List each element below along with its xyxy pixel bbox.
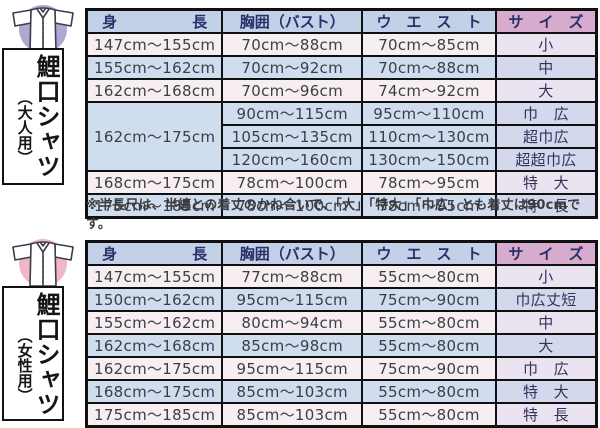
table-row: 155cm～162cm 70cm～92cm 70cm～88cm 中 xyxy=(85,55,598,80)
adult-size-table: 身 長 胸囲（バスト） ウ エ ス ト サ イ ズ 147cm～155cm 70c… xyxy=(85,8,598,219)
height-cell: 175cm～185cm xyxy=(85,193,224,219)
size-cell: 巾 広 xyxy=(494,356,598,381)
height-cell: 162cm～175cm xyxy=(85,356,224,381)
bust-cell: 77cm～88cm xyxy=(221,264,364,289)
height-cell: 155cm～162cm xyxy=(85,55,224,80)
waist-cell: 55cm～80cm xyxy=(361,379,497,404)
bust-cell: 78cm～100cm xyxy=(221,170,364,195)
size-cell: 大 xyxy=(494,333,598,358)
size-cell: 特 長 xyxy=(494,193,598,219)
product-subtitle: （女性用） xyxy=(15,328,34,403)
table-row: 147cm～155cm 70cm～88cm 70cm～85cm 小 xyxy=(85,32,598,57)
bust-cell: 70cm～96cm xyxy=(221,78,364,103)
size-cell: 超超巾広 xyxy=(494,147,598,172)
height-header: 身 長 xyxy=(85,240,224,266)
bust-cell: 95cm～115cm xyxy=(221,287,364,312)
height-cell: 168cm～175cm xyxy=(85,379,224,404)
table-row: 120cm～160cm 130cm～150cm 超超巾広 xyxy=(87,147,598,172)
bust-cell: 85cm～103cm xyxy=(221,402,364,428)
size-cell: 特 長 xyxy=(494,402,598,428)
height-cell: 147cm～155cm xyxy=(85,32,224,57)
waist-cell: 130cm～150cm xyxy=(361,147,497,172)
waist-cell: 55cm～80cm xyxy=(361,333,497,358)
table-row: 150cm～162cm 95cm～115cm 75cm～90cm 巾広丈短 xyxy=(85,287,598,312)
size-cell: 小 xyxy=(494,264,598,289)
height-header: 身 長 xyxy=(85,8,224,34)
table-row: 162cm～175cm 95cm～115cm 75cm～90cm 巾 広 xyxy=(85,356,598,381)
size-cell: 巾広丈短 xyxy=(494,287,598,312)
size-cell: 特 大 xyxy=(494,379,598,404)
koiguchi-shirt-icon xyxy=(9,2,79,58)
size-header: サ イ ズ xyxy=(494,8,598,34)
shirt-graphic xyxy=(12,5,74,53)
table-row: 162cm～168cm 70cm～96cm 74cm～92cm 大 xyxy=(85,78,598,103)
waist-cell: 70cm～88cm xyxy=(361,55,497,80)
height-cell: 162cm～175cm xyxy=(85,101,224,172)
waist-cell: 78cm～95cm xyxy=(361,170,497,195)
waist-header: ウ エ ス ト xyxy=(361,8,497,34)
bust-header: 胸囲（バスト） xyxy=(221,8,364,34)
koiguchi-shirt-icon xyxy=(9,236,79,292)
waist-cell: 110cm～130cm xyxy=(361,124,497,149)
height-cell: 175cm～185cm xyxy=(85,402,224,428)
waist-cell: 55cm～80cm xyxy=(361,310,497,335)
height-cell: 155cm～162cm xyxy=(85,310,224,335)
height-cell: 168cm～175cm xyxy=(85,170,224,195)
table-row: 162cm～175cm 90cm～115cm 95cm～110cm 巾 広 xyxy=(85,101,598,172)
women-size-table: 身 長 胸囲（バスト） ウ エ ス ト サ イ ズ 147cm～155cm 77c… xyxy=(85,240,598,428)
waist-cell: 55cm～80cm xyxy=(361,264,497,289)
table-row: 168cm～175cm 78cm～100cm 78cm～95cm 特 大 xyxy=(85,170,598,195)
height-cell: 150cm～162cm xyxy=(85,287,224,312)
waist-cell: 74cm～92cm xyxy=(361,78,497,103)
waist-cell: 78cm～95cm xyxy=(361,193,497,219)
bust-cell: 70cm～92cm xyxy=(221,55,364,80)
table-row: 162cm～168cm 85cm～98cm 55cm～80cm 大 xyxy=(85,333,598,358)
bust-cell: 70cm～88cm xyxy=(221,32,364,57)
size-cell: 特 大 xyxy=(494,170,598,195)
header-row: 身 長 胸囲（バスト） ウ エ ス ト サ イ ズ xyxy=(85,240,598,266)
bust-cell: 120cm～160cm xyxy=(221,147,364,172)
height-cell: 147cm～155cm xyxy=(85,264,224,289)
product-title: 鯉口シャツ xyxy=(32,54,60,179)
bust-cell: 90cm～115cm xyxy=(221,101,364,126)
bust-cell: 78cm～100cm xyxy=(221,193,364,219)
bust-cell: 85cm～103cm xyxy=(221,379,364,404)
table-row: 105cm～135cm 110cm～130cm 超巾広 xyxy=(87,124,598,149)
bust-cell: 80cm～94cm xyxy=(221,310,364,335)
waist-cell: 75cm～90cm xyxy=(361,287,497,312)
table-row: 155cm～162cm 80cm～94cm 55cm～80cm 中 xyxy=(85,310,598,335)
table-row: 168cm～175cm 85cm～103cm 55cm～80cm 特 大 xyxy=(85,379,598,404)
size-cell: 超巾広 xyxy=(494,124,598,149)
waist-cell: 75cm～90cm xyxy=(361,356,497,381)
bust-cell: 85cm～98cm xyxy=(221,333,364,358)
footnote: ※半長尺は、半纏との着丈のかね合いで、「大」「特大」「巾広」とも着丈は90cmで… xyxy=(86,198,581,232)
size-cell: 巾 広 xyxy=(494,101,598,126)
product-label-women: 鯉口シャツ （女性用） xyxy=(2,286,64,421)
header-row: 身 長 胸囲（バスト） ウ エ ス ト サ イ ズ xyxy=(85,8,598,34)
size-cell: 中 xyxy=(494,55,598,80)
table-row: 175cm～185cm 78cm～100cm 78cm～95cm 特 長 xyxy=(85,193,598,219)
size-header: サ イ ズ xyxy=(494,240,598,266)
table-row: 175cm～185cm 85cm～103cm 55cm～80cm 特 長 xyxy=(85,402,598,428)
height-cell: 162cm～168cm xyxy=(85,78,224,103)
bust-header: 胸囲（バスト） xyxy=(221,240,364,266)
waist-cell: 70cm～85cm xyxy=(361,32,497,57)
height-cell: 162cm～168cm xyxy=(85,333,224,358)
waist-cell: 95cm～110cm xyxy=(361,101,497,126)
product-label-adult: 鯉口シャツ （大人用） xyxy=(2,48,64,185)
product-subtitle: （大人用） xyxy=(15,90,34,165)
bust-cell: 105cm～135cm xyxy=(221,124,364,149)
size-cell: 大 xyxy=(494,78,598,103)
size-cell: 小 xyxy=(494,32,598,57)
table-row: 147cm～155cm 77cm～88cm 55cm～80cm 小 xyxy=(85,264,598,289)
waist-cell: 55cm～80cm xyxy=(361,402,497,428)
bust-cell: 95cm～115cm xyxy=(221,356,364,381)
product-title: 鯉口シャツ xyxy=(32,292,60,417)
waist-header: ウ エ ス ト xyxy=(361,240,497,266)
shirt-graphic xyxy=(12,239,74,287)
size-cell: 中 xyxy=(494,310,598,335)
